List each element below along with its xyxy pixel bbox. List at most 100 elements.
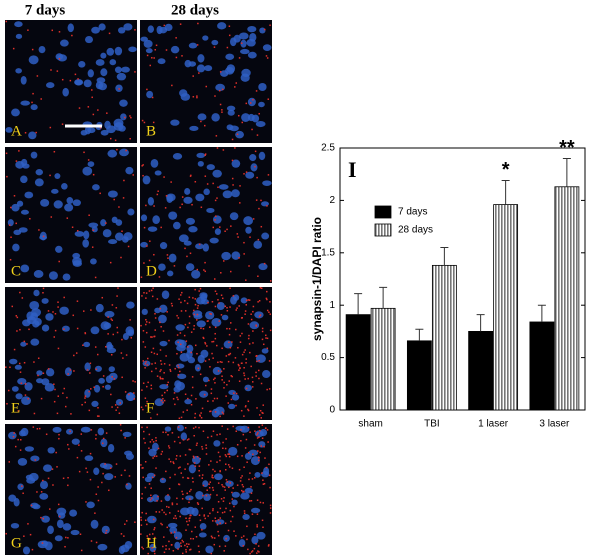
synapsin-dot <box>142 164 144 166</box>
synapsin-dot <box>150 494 152 497</box>
synapsin-dot <box>148 433 151 436</box>
synapsin-dot <box>219 415 221 418</box>
nucleus <box>72 256 82 266</box>
synapsin-dot <box>182 493 184 496</box>
nucleus <box>195 243 204 250</box>
synapsin-dot <box>223 381 225 384</box>
synapsin-dot <box>58 515 61 518</box>
synapsin-dot <box>150 336 152 338</box>
synapsin-dot <box>143 121 146 124</box>
synapsin-dot <box>258 359 260 362</box>
synapsin-dot <box>224 454 227 456</box>
synapsin-dot <box>210 535 213 538</box>
synapsin-dot <box>153 528 155 531</box>
synapsin-dot <box>219 433 221 435</box>
synapsin-dot <box>267 98 270 100</box>
nucleus <box>247 25 257 33</box>
synapsin-dot <box>212 476 214 479</box>
synapsin-dot <box>212 489 215 491</box>
synapsin-dot <box>245 299 248 302</box>
column-header: 7 days <box>25 2 66 18</box>
synapsin-dot <box>222 485 224 488</box>
nucleus <box>119 99 128 107</box>
synapsin-dot <box>145 297 147 299</box>
synapsin-dot <box>156 375 159 377</box>
synapsin-dot <box>153 253 155 256</box>
synapsin-dot <box>241 475 243 477</box>
synapsin-dot <box>97 406 99 409</box>
synapsin-dot <box>147 552 149 555</box>
synapsin-dot <box>142 547 144 550</box>
synapsin-dot <box>140 464 142 466</box>
synapsin-dot <box>221 347 223 350</box>
synapsin-dot <box>243 366 245 369</box>
synapsin-dot <box>216 494 218 496</box>
synapsin-dot <box>18 362 21 365</box>
synapsin-dot <box>73 354 75 357</box>
nucleus <box>195 193 205 202</box>
synapsin-dot <box>219 459 221 462</box>
synapsin-dot <box>171 432 174 434</box>
synapsin-dot <box>148 290 151 292</box>
synapsin-dot <box>217 186 219 189</box>
synapsin-dot <box>231 467 234 470</box>
synapsin-dot <box>184 393 187 396</box>
synapsin-dot <box>148 483 151 485</box>
synapsin-dot <box>130 116 132 119</box>
error-bar <box>379 286 388 309</box>
nucleus <box>212 366 222 376</box>
synapsin-dot <box>157 495 159 498</box>
synapsin-dot <box>187 463 189 465</box>
synapsin-dot <box>62 392 64 394</box>
synapsin-dot <box>33 412 36 415</box>
nucleus <box>254 311 264 319</box>
nucleus <box>197 113 207 121</box>
synapsin-dot <box>10 206 12 209</box>
synapsin-dot <box>164 207 167 209</box>
synapsin-dot <box>163 24 166 27</box>
synapsin-dot <box>179 515 181 518</box>
synapsin-dot <box>249 431 251 434</box>
synapsin-dot <box>76 456 79 459</box>
synapsin-dot <box>110 318 112 320</box>
synapsin-dot <box>176 503 178 505</box>
synapsin-dot <box>102 442 104 445</box>
synapsin-dot <box>159 377 162 380</box>
synapsin-dot <box>42 291 44 294</box>
synapsin-dot <box>217 534 220 537</box>
synapsin-dot <box>158 511 161 513</box>
synapsin-dot <box>156 353 158 356</box>
synapsin-dot <box>258 299 261 302</box>
synapsin-dot <box>260 445 263 447</box>
synapsin-dot <box>159 307 161 310</box>
nucleus <box>253 240 263 249</box>
nucleus <box>17 483 24 491</box>
synapsin-dot <box>217 299 219 301</box>
synapsin-dot <box>88 214 90 216</box>
synapsin-dot <box>89 362 92 365</box>
synapsin-dot <box>132 380 134 382</box>
synapsin-dot <box>233 505 235 508</box>
synapsin-dot <box>217 500 220 503</box>
nucleus <box>159 242 168 250</box>
synapsin-dot <box>267 545 270 547</box>
panel-label: D <box>146 263 157 279</box>
synapsin-dot <box>229 502 231 505</box>
synapsin-dot <box>115 409 117 411</box>
synapsin-dot <box>194 416 196 419</box>
synapsin-dot <box>147 381 149 384</box>
nucleus <box>42 464 53 472</box>
nucleus <box>238 539 246 547</box>
synapsin-dot <box>199 458 201 460</box>
nucleus <box>262 44 272 51</box>
nucleus <box>107 443 115 453</box>
synapsin-dot <box>184 300 186 302</box>
bar <box>529 321 555 411</box>
synapsin-dot <box>221 379 223 381</box>
nucleus <box>106 125 116 134</box>
synapsin-dot <box>181 552 184 555</box>
synapsin-dot <box>158 276 161 278</box>
synapsin-dot <box>58 433 60 436</box>
synapsin-dot <box>115 463 118 465</box>
